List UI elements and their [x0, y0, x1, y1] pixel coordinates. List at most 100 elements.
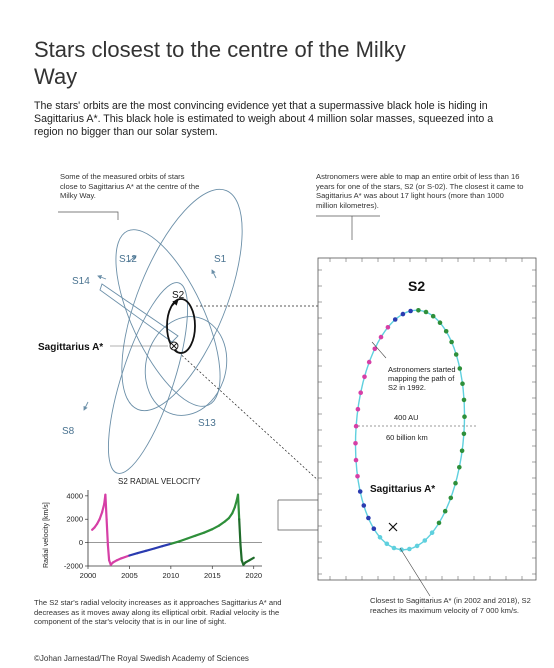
orbit-s1 — [121, 188, 243, 412]
s2-dot — [461, 397, 467, 403]
s2-dot — [353, 423, 359, 429]
s2-dot — [355, 474, 360, 479]
s2-dot — [408, 308, 413, 314]
x-tick-label: 2005 — [121, 571, 138, 580]
orbits-callout — [58, 211, 119, 220]
s2-dot — [457, 366, 463, 371]
page-title: Stars closest to the centre of the Milky… — [34, 37, 406, 89]
orbit-s12 — [115, 229, 221, 407]
s2-dot — [362, 374, 367, 380]
s2-dot — [385, 325, 391, 330]
s2-dot — [437, 320, 443, 326]
rv-line-segment — [161, 542, 172, 548]
rv-line-segment — [202, 528, 214, 534]
rv-line-segment — [236, 493, 241, 521]
orbit-s14 — [99, 283, 179, 343]
s2-dot — [361, 503, 367, 508]
s2-dot — [462, 414, 467, 420]
rv-line-segment — [239, 543, 243, 562]
s2-dot — [449, 339, 454, 345]
s2-dot — [353, 441, 358, 446]
s2-dot — [461, 431, 467, 437]
s2-dot — [423, 309, 429, 315]
orbits-group — [83, 188, 243, 474]
y-tick-label: -2000 — [64, 562, 83, 571]
s2-dot — [448, 495, 454, 501]
chart-title: S2 RADIAL VELOCITY — [118, 477, 201, 486]
label-s8: S8 — [62, 426, 75, 437]
rv-line-segment — [248, 556, 255, 562]
rv-line-segment — [105, 518, 110, 547]
km-label: 60 billion km — [386, 433, 428, 442]
rv-line-segment — [106, 543, 111, 562]
s2-dot — [371, 526, 377, 531]
s2-panel: S2 400 AU 60 billion km Astronomers star… — [317, 257, 537, 597]
s2-dot — [366, 515, 371, 521]
s2-dot — [353, 457, 359, 463]
rv-line-segment — [169, 540, 181, 545]
s2-dot — [416, 308, 421, 313]
closest-note: Closest to Sagittarius A* (in 2002 and 2… — [370, 596, 531, 615]
sgr-marker — [110, 341, 179, 351]
panel-sgr-label: Sagittarius A* — [370, 484, 435, 495]
s2-dot — [391, 545, 397, 551]
radial-velocity-note: The S2 star's radial velocity increases … — [34, 598, 282, 627]
rv-line-segment — [98, 511, 104, 521]
x-tick-label: 2010 — [163, 571, 180, 580]
s2-callout — [316, 215, 380, 240]
s2-dot — [443, 329, 449, 334]
s2-observation-dots — [353, 308, 467, 552]
s2-note: Astronomers were able to map an entire o… — [316, 172, 524, 210]
y-tick-label: 2000 — [66, 515, 83, 524]
s2-dot — [372, 346, 378, 352]
s2-dot — [400, 311, 406, 317]
s2-dot — [355, 406, 361, 412]
s2-dot — [457, 465, 462, 470]
s2-dot — [407, 546, 412, 552]
s2-dot — [460, 381, 465, 387]
s2-dot — [429, 530, 435, 535]
s2-dot — [436, 520, 442, 526]
x-tick-label: 2000 — [80, 571, 97, 580]
credit: ©Johan Jarnestad/The Royal Swedish Acade… — [34, 654, 249, 663]
intro-text: The stars' orbits are the most convincin… — [34, 100, 494, 138]
orbit-s8 — [107, 282, 189, 474]
s2-dot — [414, 543, 420, 549]
label-s2: S2 — [172, 290, 185, 301]
rv-chart: S2 RADIAL VELOCITY Radial velocity [km/s… — [43, 477, 262, 580]
s2-dot — [442, 508, 448, 514]
rv-line-segment — [100, 502, 106, 514]
rv-line-segment — [136, 549, 148, 555]
s2-dot — [358, 390, 364, 396]
panel-ticks — [318, 258, 536, 580]
chart-callout — [277, 499, 318, 531]
label-s13: S13 — [198, 418, 216, 429]
panel-sgr-marker — [388, 522, 398, 532]
chart-ylabel: Radial velocity [km/s] — [43, 502, 50, 568]
s2-dot — [377, 535, 383, 540]
s2-dot — [430, 313, 436, 319]
label-sgr: Sagittarius A* — [38, 342, 103, 353]
s2-small-orbit — [166, 298, 196, 354]
orbits-note: Some of the measured orbits of stars clo… — [60, 172, 200, 201]
label-s12: S12 — [119, 254, 137, 265]
rv-line-segment — [186, 534, 197, 540]
rv-line-segment — [211, 524, 220, 531]
rv-line-segment — [104, 493, 108, 521]
y-tick-label: 0 — [79, 538, 83, 547]
rv-line-segment — [238, 518, 242, 547]
rv-line-segment — [144, 547, 156, 552]
s2-dot — [422, 538, 428, 543]
rv-line-segment — [128, 551, 139, 557]
started-label: Astronomers started mapping the path of … — [388, 365, 458, 392]
rv-line-segment — [153, 544, 164, 550]
orbit-s13 — [144, 316, 228, 416]
label-s14: S14 — [72, 276, 90, 287]
s2-title: S2 — [408, 278, 425, 294]
au-label: 400 AU — [394, 413, 419, 422]
rv-line-segment — [119, 554, 131, 560]
s2-dot — [459, 448, 465, 454]
y-tick-label: 4000 — [66, 491, 83, 500]
s2-dot — [378, 334, 384, 340]
